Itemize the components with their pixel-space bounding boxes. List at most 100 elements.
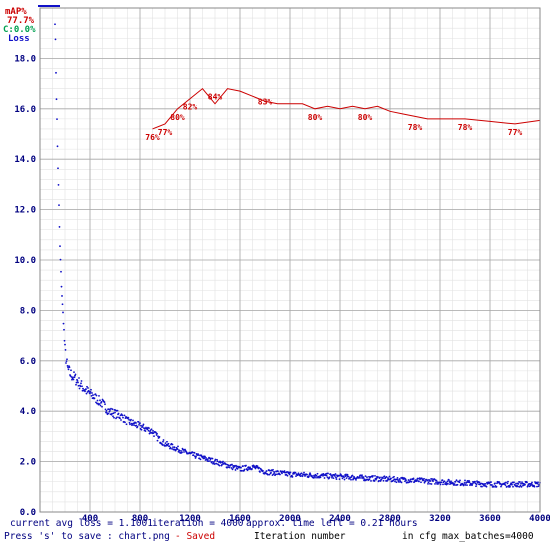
loss-point <box>420 481 422 484</box>
x-tick-label: 3600 <box>479 514 501 524</box>
loss-point <box>279 473 281 476</box>
map-data-label: 84% <box>208 93 223 102</box>
loss-point <box>92 394 94 396</box>
loss-point <box>387 477 389 479</box>
map-data-label: 80% <box>358 113 373 122</box>
save-hint-text: Press 's' to save : chart.png <box>4 531 170 542</box>
loss-point <box>110 407 112 410</box>
loss-point <box>468 481 471 484</box>
loss-point <box>156 439 159 442</box>
loss-point <box>494 482 496 485</box>
y-tick-label: 12.0 <box>14 206 36 216</box>
x-tick-label: 2800 <box>379 514 401 524</box>
loss-point <box>139 422 141 424</box>
loss-point <box>377 476 379 478</box>
loss-point <box>130 418 132 421</box>
loss-point <box>283 470 286 472</box>
loss-point <box>58 204 60 207</box>
loss-point <box>448 479 450 482</box>
loss-point <box>309 473 312 476</box>
loss-point <box>113 416 115 419</box>
loss-point <box>63 339 66 342</box>
y-tick-label: 10.0 <box>14 256 36 266</box>
loss-point <box>88 390 90 393</box>
loss-point <box>331 476 333 479</box>
loss-point <box>152 432 155 434</box>
loss-point <box>316 472 319 475</box>
loss-point <box>471 483 474 485</box>
loss-point <box>74 373 77 376</box>
loss-point <box>328 476 331 479</box>
loss-point <box>405 479 407 482</box>
loss-point <box>216 460 219 463</box>
time-left-text: approx. time left = 0.21 hours <box>246 518 418 529</box>
loss-point <box>259 471 261 473</box>
loss-point <box>388 475 391 478</box>
loss-point <box>430 483 433 485</box>
loss-point <box>273 472 276 474</box>
loss-point <box>211 460 213 463</box>
loss-point <box>372 475 374 477</box>
loss-point <box>176 448 179 451</box>
loss-point <box>341 477 344 480</box>
loss-point <box>441 479 444 482</box>
y-tick-label: 16.0 <box>14 105 36 115</box>
loss-point <box>220 461 222 463</box>
loss-point <box>61 295 63 297</box>
loss-point <box>520 485 523 488</box>
loss-point <box>313 475 316 478</box>
loss-point <box>347 475 350 478</box>
loss-point <box>59 245 61 248</box>
loss-point <box>121 414 124 417</box>
legend-loss-label: Loss <box>8 34 30 44</box>
loss-point <box>75 381 78 384</box>
loss-point <box>56 145 59 148</box>
y-tick-label: 18.0 <box>14 54 36 64</box>
loss-point <box>443 480 446 483</box>
loss-point <box>450 480 452 483</box>
loss-point <box>62 311 64 314</box>
loss-point <box>230 467 233 469</box>
saved-text: - Saved <box>175 531 215 542</box>
loss-point <box>207 458 209 460</box>
x-tick-label: 800 <box>132 514 148 524</box>
loss-point <box>207 460 210 462</box>
loss-point <box>344 475 347 478</box>
loss-point <box>513 481 515 484</box>
loss-point <box>427 482 429 485</box>
loss-point <box>327 472 329 475</box>
loss-point <box>80 380 83 382</box>
loss-point <box>507 480 509 483</box>
loss-point <box>481 485 483 488</box>
loss-point <box>314 476 316 479</box>
loss-point <box>399 479 401 481</box>
loss-point <box>128 421 131 424</box>
loss-point <box>65 360 68 363</box>
map-data-label: 78% <box>458 123 473 132</box>
loss-point <box>368 478 371 481</box>
legend-map-label: mAP% <box>5 7 27 17</box>
loss-point <box>338 478 341 481</box>
loss-point <box>509 485 511 488</box>
loss-point <box>148 432 151 435</box>
loss-point <box>137 420 140 423</box>
loss-point <box>67 366 69 369</box>
loss-point <box>240 466 242 469</box>
loss-point <box>125 423 128 426</box>
loss-point <box>531 481 533 484</box>
loss-point <box>334 475 336 477</box>
max-batches-text: in cfg max_batches=4000 <box>402 531 534 542</box>
loss-point <box>85 392 88 395</box>
loss-point <box>76 379 79 382</box>
loss-point <box>72 378 75 381</box>
loss-point <box>136 425 139 428</box>
loss-point <box>380 478 383 481</box>
loss-point <box>242 465 244 467</box>
loss-point <box>243 468 246 471</box>
loss-point <box>311 474 313 477</box>
loss-point <box>64 343 66 346</box>
loss-point <box>146 428 149 431</box>
loss-point <box>124 421 126 424</box>
loss-point <box>466 484 468 487</box>
loss-point <box>446 480 449 483</box>
